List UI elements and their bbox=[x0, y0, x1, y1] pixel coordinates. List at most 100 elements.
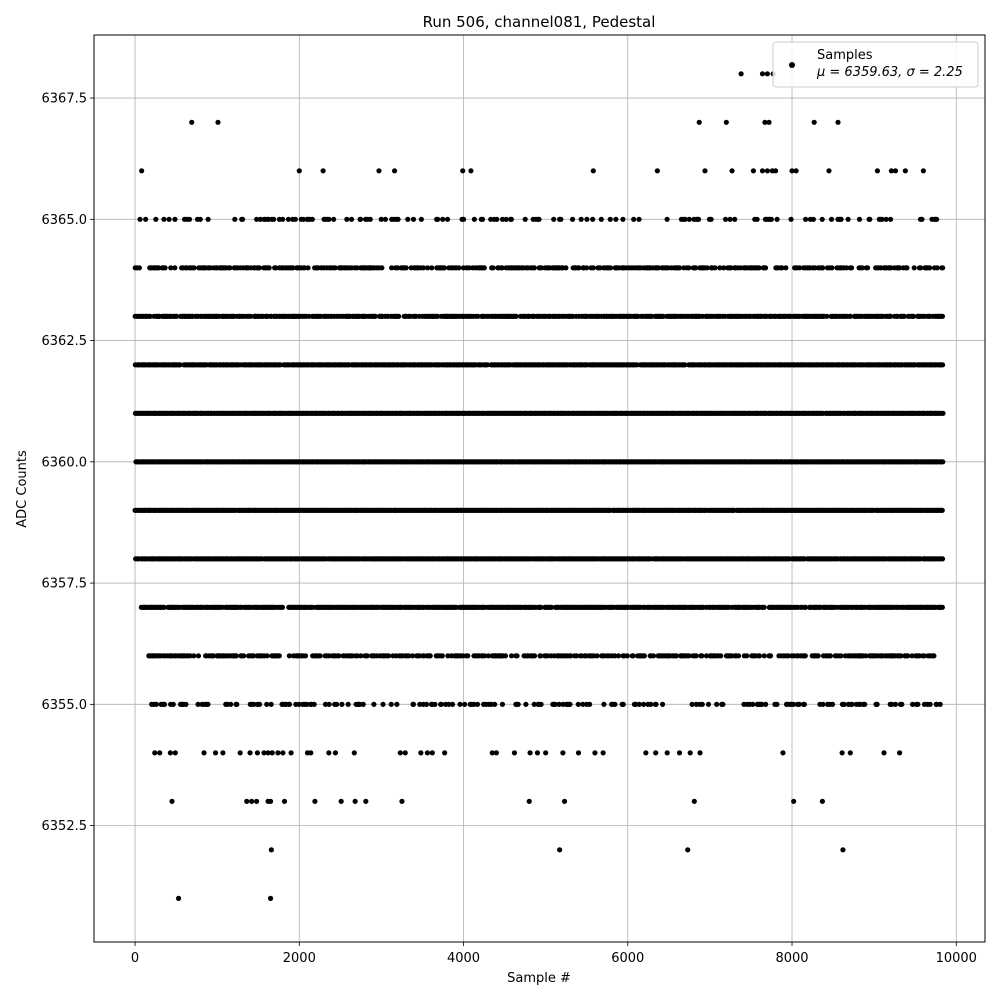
sample-point bbox=[939, 507, 945, 513]
sample-point bbox=[937, 701, 943, 707]
sample-point bbox=[339, 701, 345, 707]
sample-point bbox=[829, 701, 836, 707]
sample-point bbox=[556, 701, 562, 707]
sample-point bbox=[317, 653, 323, 659]
sample-point bbox=[457, 701, 463, 707]
sample-point bbox=[763, 701, 769, 707]
sample-point bbox=[641, 701, 647, 707]
sample-point bbox=[612, 701, 618, 707]
sample-point bbox=[439, 653, 445, 659]
sample-point bbox=[268, 701, 274, 707]
sample-point bbox=[276, 653, 282, 659]
sample-point bbox=[358, 653, 364, 659]
sample-point bbox=[889, 701, 895, 707]
sample-point bbox=[849, 701, 855, 707]
sample-point bbox=[705, 701, 712, 707]
sample-point bbox=[311, 701, 317, 707]
sample-point bbox=[396, 313, 402, 319]
sample-point bbox=[801, 701, 807, 707]
sample-point bbox=[641, 653, 648, 659]
sample-point bbox=[744, 653, 750, 659]
sample-point bbox=[648, 701, 654, 707]
sample-point bbox=[153, 701, 159, 707]
sample-point bbox=[575, 701, 581, 707]
sample-point bbox=[302, 653, 309, 659]
sample-point bbox=[756, 653, 763, 659]
sample-point bbox=[594, 653, 600, 659]
sample-point bbox=[492, 701, 498, 707]
sample-point bbox=[195, 701, 201, 707]
sample-point bbox=[601, 701, 607, 707]
sample-point bbox=[714, 701, 720, 707]
sample-point bbox=[191, 653, 197, 659]
sample-point bbox=[931, 653, 937, 659]
sample-point bbox=[360, 701, 366, 707]
sample-point bbox=[549, 604, 555, 610]
sample-point bbox=[567, 701, 573, 707]
sample-point bbox=[718, 653, 724, 659]
sample-point bbox=[264, 701, 270, 707]
sample-point bbox=[264, 653, 270, 659]
sample-point bbox=[385, 653, 392, 659]
sample-point bbox=[432, 701, 438, 707]
sample-point bbox=[915, 701, 921, 707]
sample-point bbox=[863, 653, 869, 659]
sample-point bbox=[364, 653, 370, 659]
sample-point bbox=[334, 701, 340, 707]
sample-point bbox=[580, 701, 586, 707]
sample-point bbox=[785, 653, 791, 659]
sample-point bbox=[774, 701, 780, 707]
sample-point bbox=[659, 701, 666, 707]
sample-point bbox=[187, 653, 193, 659]
sample-point bbox=[380, 701, 386, 707]
sample-point bbox=[326, 701, 332, 707]
sample-point bbox=[802, 604, 809, 610]
sample-point bbox=[296, 701, 302, 707]
sample-point bbox=[940, 459, 946, 465]
sample-point bbox=[796, 701, 802, 707]
sample-point bbox=[921, 653, 927, 659]
sample-point bbox=[587, 701, 593, 707]
sample-point bbox=[735, 653, 742, 659]
sample-point bbox=[574, 653, 580, 659]
sample-point bbox=[514, 653, 520, 659]
sample-point bbox=[827, 653, 834, 659]
sample-point bbox=[286, 701, 293, 707]
sample-point bbox=[750, 701, 756, 707]
sample-point bbox=[449, 701, 456, 707]
sample-point bbox=[815, 653, 821, 659]
sample-point bbox=[790, 701, 797, 707]
sample-point bbox=[465, 653, 471, 659]
sample-point bbox=[538, 653, 544, 659]
sample-point bbox=[251, 701, 257, 707]
sample-point bbox=[693, 653, 699, 659]
sample-point bbox=[939, 556, 946, 562]
sample-point bbox=[686, 653, 692, 659]
sample-point bbox=[388, 701, 394, 707]
sample-point bbox=[761, 604, 767, 610]
sample-point bbox=[531, 653, 538, 659]
sample-point bbox=[650, 653, 657, 659]
sample-point bbox=[345, 701, 351, 707]
sample-point bbox=[485, 653, 491, 659]
sample-point bbox=[410, 701, 417, 707]
sample-point bbox=[899, 701, 905, 707]
sample-point bbox=[523, 701, 529, 707]
sample-point bbox=[161, 604, 167, 610]
sample-point bbox=[515, 701, 521, 707]
scatter-points bbox=[132, 71, 946, 901]
sample-point bbox=[615, 653, 622, 659]
sample-point bbox=[336, 653, 342, 659]
sample-point bbox=[228, 701, 234, 707]
sample-point bbox=[417, 701, 423, 707]
sample-point bbox=[909, 701, 916, 707]
sample-point bbox=[205, 701, 211, 707]
sample-point bbox=[322, 701, 329, 707]
sample-point bbox=[438, 701, 445, 707]
sample-point bbox=[940, 362, 946, 368]
sample-point bbox=[531, 701, 537, 707]
sample-point bbox=[279, 604, 286, 610]
sample-point bbox=[538, 701, 544, 707]
sample-point bbox=[394, 701, 400, 707]
sample-point bbox=[703, 653, 710, 659]
